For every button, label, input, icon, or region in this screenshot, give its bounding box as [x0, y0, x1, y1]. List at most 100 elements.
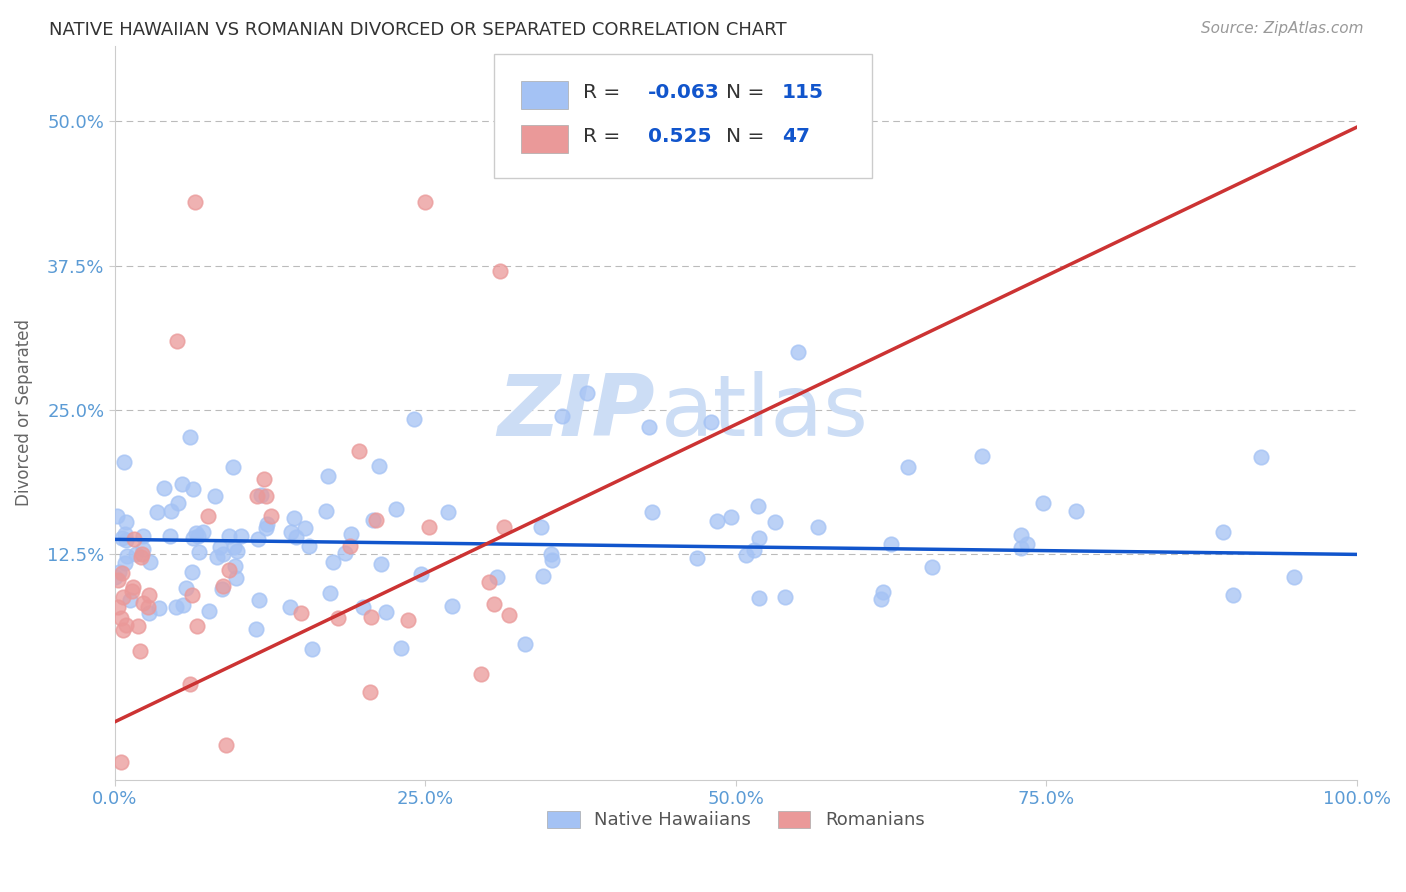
Point	[352, 600, 374, 615]
Point	[108, 565, 131, 579]
Point	[229, 529, 252, 543]
FancyBboxPatch shape	[494, 54, 873, 178]
Point	[339, 526, 361, 541]
Point	[114, 556, 136, 570]
Point	[1064, 503, 1087, 517]
Point	[298, 539, 321, 553]
Point	[159, 529, 181, 543]
Point	[575, 385, 598, 400]
Point	[218, 528, 240, 542]
Point	[247, 593, 270, 607]
Point	[138, 606, 160, 620]
Point	[122, 532, 145, 546]
Point	[146, 505, 169, 519]
Point	[486, 570, 509, 584]
Point	[166, 334, 188, 348]
Point	[515, 637, 537, 651]
Point	[364, 513, 387, 527]
Point	[198, 604, 221, 618]
Point	[551, 409, 574, 423]
Point	[283, 510, 305, 524]
Point	[897, 460, 920, 475]
Point	[1250, 450, 1272, 465]
Point	[972, 450, 994, 464]
Legend: Native Hawaiians, Romanians: Native Hawaiians, Romanians	[540, 804, 932, 837]
Point	[870, 592, 893, 607]
Point	[131, 529, 153, 543]
Text: ZIP: ZIP	[498, 371, 655, 454]
Point	[127, 619, 149, 633]
Point	[1011, 528, 1033, 542]
Point	[735, 548, 758, 562]
Text: 0.525: 0.525	[648, 127, 711, 146]
Point	[706, 514, 728, 528]
Point	[367, 458, 389, 473]
Point	[160, 504, 183, 518]
Point	[322, 556, 344, 570]
Point	[187, 545, 209, 559]
Point	[181, 531, 204, 545]
Point	[1032, 496, 1054, 510]
Point	[285, 530, 308, 544]
Point	[389, 641, 412, 656]
Point	[129, 549, 152, 564]
FancyBboxPatch shape	[520, 80, 568, 109]
Point	[318, 586, 340, 600]
Point	[1010, 541, 1032, 556]
Point	[256, 517, 278, 532]
Point	[384, 501, 406, 516]
Point	[1282, 570, 1305, 584]
Point	[173, 599, 195, 613]
Point	[136, 599, 159, 614]
Point	[488, 264, 510, 278]
Point	[224, 540, 246, 554]
Point	[138, 588, 160, 602]
Point	[396, 613, 419, 627]
Point	[110, 611, 132, 625]
Point	[763, 515, 786, 529]
Point	[167, 495, 190, 509]
Point	[107, 600, 129, 615]
Point	[318, 468, 340, 483]
Point	[638, 420, 661, 434]
Point	[470, 667, 492, 681]
Point	[222, 460, 245, 475]
Point	[375, 605, 398, 619]
Point	[197, 508, 219, 523]
Point	[107, 573, 129, 587]
Point	[879, 536, 901, 550]
Point	[921, 560, 943, 574]
Point	[208, 540, 231, 554]
Point	[212, 547, 235, 561]
Point	[807, 520, 830, 534]
Point	[290, 607, 312, 621]
Point	[225, 571, 247, 585]
Point	[254, 489, 277, 503]
Text: 47: 47	[782, 127, 810, 146]
Point	[773, 590, 796, 604]
Point	[180, 565, 202, 579]
Point	[1017, 536, 1039, 550]
Point	[211, 582, 233, 596]
Point	[360, 610, 382, 624]
Point	[748, 591, 770, 606]
Y-axis label: Divorced or Separated: Divorced or Separated	[15, 319, 32, 507]
Point	[246, 489, 269, 503]
Point	[148, 601, 170, 615]
Point	[440, 599, 463, 613]
Point	[218, 563, 240, 577]
Point	[254, 520, 277, 534]
Point	[165, 600, 187, 615]
Point	[129, 644, 152, 658]
Point	[700, 415, 723, 429]
Point	[181, 588, 204, 602]
Point	[112, 455, 135, 469]
Point	[409, 567, 432, 582]
Point	[339, 539, 361, 553]
Point	[482, 598, 505, 612]
Point	[540, 547, 562, 561]
Point	[747, 499, 769, 513]
Point	[531, 569, 554, 583]
Point	[720, 510, 742, 524]
Text: R =: R =	[583, 127, 633, 146]
